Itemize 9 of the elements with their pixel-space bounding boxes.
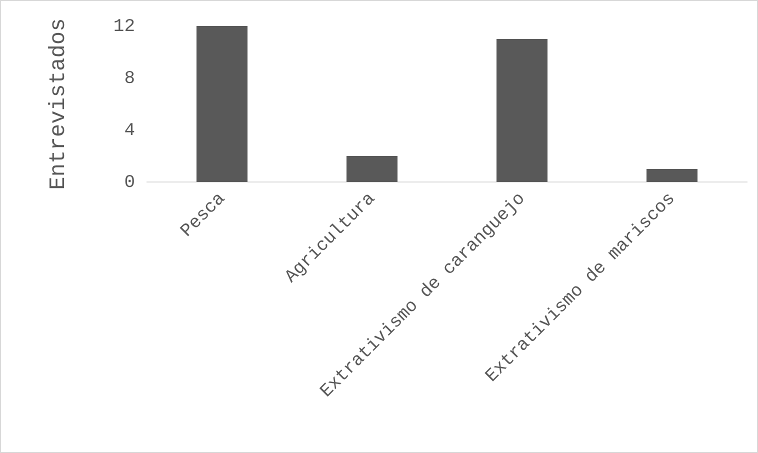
bar <box>496 39 548 182</box>
y-tick-label: 0 <box>124 172 136 193</box>
y-tick-label: 12 <box>113 16 136 37</box>
bar <box>196 26 248 182</box>
bar <box>646 169 698 182</box>
bar <box>346 156 398 182</box>
y-tick-label: 4 <box>124 120 136 141</box>
y-tick-label: 8 <box>124 68 136 89</box>
y-axis-title: Entrevistados <box>46 18 72 190</box>
